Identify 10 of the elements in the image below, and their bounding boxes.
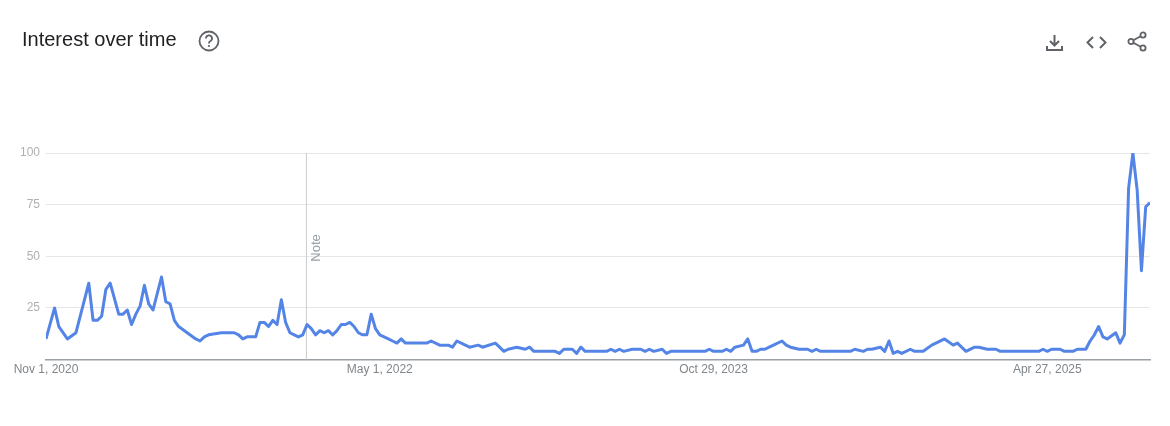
y-tick-label: 100 <box>19 145 41 160</box>
x-tick-label: May 1, 2022 <box>346 362 414 377</box>
y-tick-label: 25 <box>26 300 41 315</box>
ref-line-label: Note <box>308 234 324 262</box>
y-tick-label: 75 <box>26 196 41 211</box>
x-tick-label: Apr 27, 2025 <box>1012 362 1082 377</box>
x-tick-label: Nov 1, 2020 <box>13 362 79 377</box>
x-tick-label: Oct 29, 2023 <box>679 362 749 377</box>
chart-title: Interest over time <box>22 28 177 51</box>
y-tick-label: 50 <box>26 248 41 263</box>
